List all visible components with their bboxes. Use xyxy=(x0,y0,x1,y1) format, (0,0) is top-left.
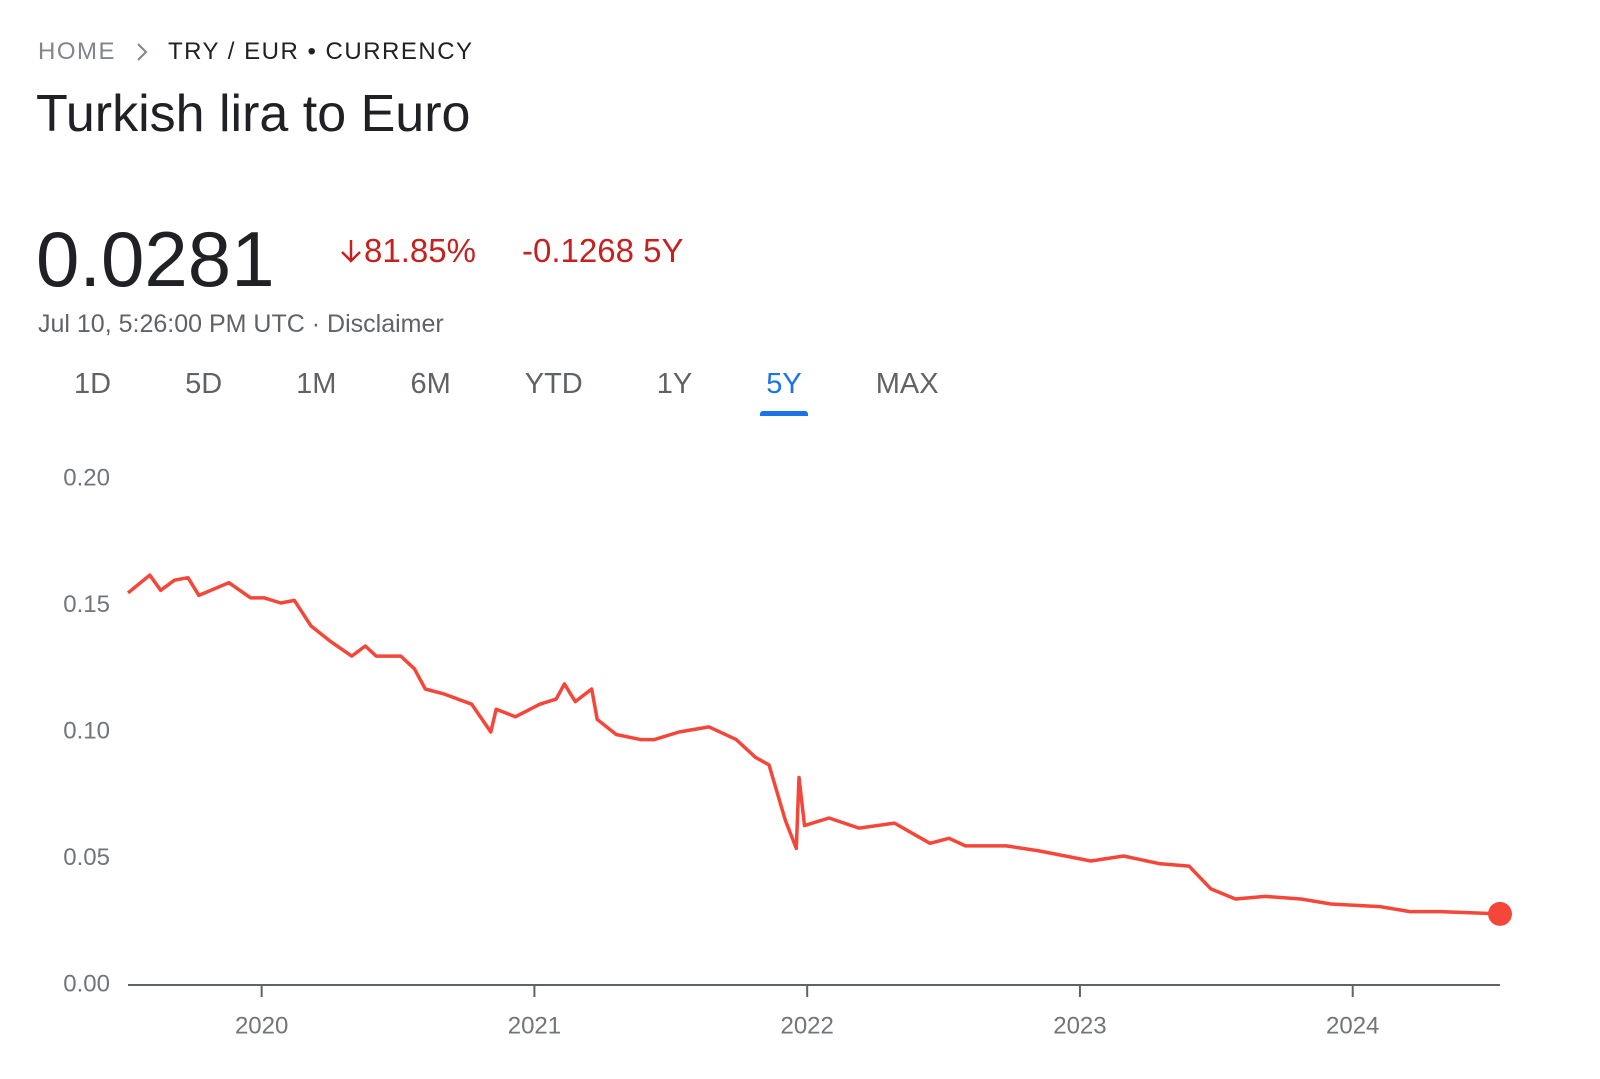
timestamp: Jul 10, 5:26:00 PM UTC xyxy=(38,310,305,338)
chevron-icon xyxy=(137,43,148,61)
breadcrumb: HOME TRY / EUR • CURRENCY xyxy=(38,38,474,66)
change-value: -0.1268 5Y xyxy=(522,232,684,269)
x-tick-label: 2022 xyxy=(780,1012,833,1039)
change-percent-wrap: 81.85% xyxy=(338,232,476,270)
y-tick-label: 0.20 xyxy=(63,464,110,491)
timestamp-row: Jul 10, 5:26:00 PM UTC · Disclaimer xyxy=(38,310,444,339)
range-tabs: 1D 5D 1M 6M YTD 1Y 5Y MAX xyxy=(56,368,995,416)
range-tab[interactable]: 5D xyxy=(185,368,223,400)
range-tab[interactable]: YTD xyxy=(524,368,583,400)
breadcrumb-home[interactable]: HOME xyxy=(38,38,116,65)
x-tick-label: 2023 xyxy=(1053,1012,1106,1039)
separator: · xyxy=(311,310,321,338)
chart: 0.00 0.05 0.10 0.15 0.20 2020 2021 2022 2023 2024 xyxy=(63,464,1512,1039)
change-percent: 81.85% xyxy=(364,232,476,269)
price: 0.0281 xyxy=(36,215,275,303)
range-tab[interactable]: 1Y xyxy=(656,368,693,400)
range-tab[interactable]: 1D xyxy=(74,368,112,400)
x-tick-label: 2024 xyxy=(1326,1012,1379,1039)
range-tab[interactable]: 5Y xyxy=(748,368,819,416)
price-line xyxy=(126,573,1501,916)
y-tick-label: 0.15 xyxy=(63,591,110,618)
disclaimer-link[interactable]: Disclaimer xyxy=(327,310,444,338)
last-point xyxy=(1488,901,1512,926)
down-arrow-icon xyxy=(341,240,361,263)
range-tab[interactable]: 6M xyxy=(410,368,451,400)
y-tick-label: 0.00 xyxy=(63,970,110,997)
page-title: Turkish lira to Euro xyxy=(36,85,471,143)
range-tab[interactable]: 1M xyxy=(296,368,337,400)
x-tick-label: 2021 xyxy=(508,1012,561,1039)
breadcrumb-current: TRY / EUR • CURRENCY xyxy=(168,38,474,65)
y-tick-label: 0.10 xyxy=(63,717,110,744)
x-tick-label: 2020 xyxy=(235,1012,288,1039)
range-tab[interactable]: MAX xyxy=(875,368,939,400)
y-tick-label: 0.05 xyxy=(63,844,110,871)
